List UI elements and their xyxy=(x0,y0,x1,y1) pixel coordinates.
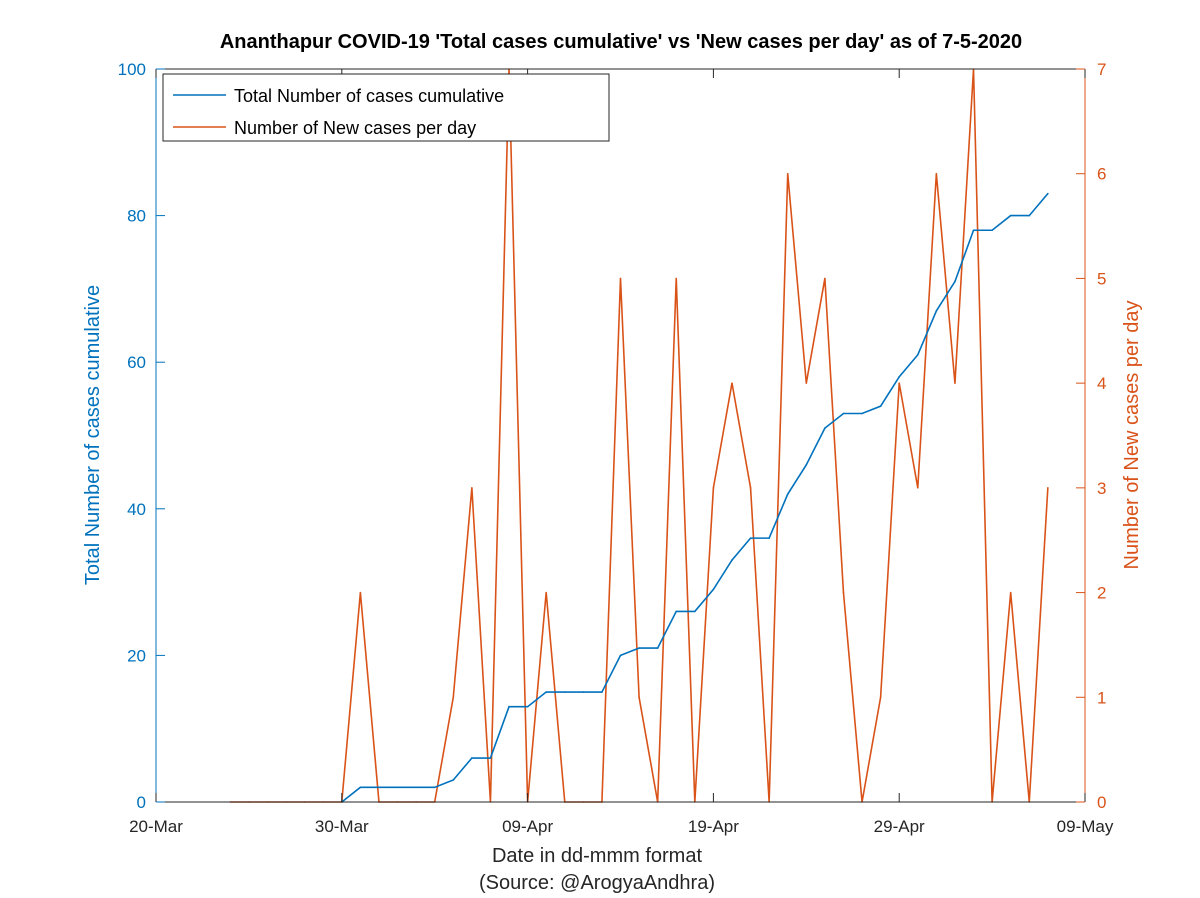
data-point-total xyxy=(619,654,622,657)
data-point-total xyxy=(415,786,417,789)
x-tick-label: 29-Apr xyxy=(874,817,925,836)
data-point-total xyxy=(786,493,789,495)
data-point-total xyxy=(694,610,696,613)
y-right-tick-label: 1 xyxy=(1097,688,1106,707)
y-left-tick-label: 80 xyxy=(127,207,146,226)
data-point-new xyxy=(749,487,752,489)
y-axis-right-label: Number of New cases per day xyxy=(1121,300,1143,569)
legend: Total Number of cases cumulative Number … xyxy=(162,73,610,142)
data-point-new xyxy=(619,277,622,280)
data-point-new xyxy=(805,382,808,384)
y-right-tick-label: 3 xyxy=(1097,479,1106,498)
data-point-total xyxy=(656,647,659,649)
data-point-total xyxy=(601,691,603,693)
x-axis-source: (Source: @ArogyaAndhra) xyxy=(479,872,715,894)
y-right-tick-label: 5 xyxy=(1097,269,1106,288)
x-tick-label: 30-Mar xyxy=(315,817,369,836)
data-point-total xyxy=(712,588,715,591)
legend-box xyxy=(162,73,610,142)
data-point-total xyxy=(991,229,993,232)
data-point-total xyxy=(545,691,547,693)
data-point-new xyxy=(359,591,362,594)
data-point-new xyxy=(916,487,919,489)
data-point-total xyxy=(471,757,473,759)
data-point-total xyxy=(638,647,640,649)
data-point-new xyxy=(842,591,845,594)
data-point-total xyxy=(433,786,436,789)
data-point-total xyxy=(805,464,808,466)
data-point-new xyxy=(1009,591,1012,594)
data-point-total xyxy=(749,537,752,539)
x-tick-label: 09-May xyxy=(1057,817,1114,836)
y-left-tick-label: 40 xyxy=(127,500,146,519)
axes-layer xyxy=(155,68,1086,803)
data-point-new xyxy=(786,172,789,175)
data-point-total xyxy=(508,705,510,708)
y-axis-left-label: Total Number of cases cumulative xyxy=(82,285,104,585)
data-point-new xyxy=(712,487,715,489)
y-right-tick-label: 0 xyxy=(1097,793,1106,812)
data-point-new xyxy=(879,696,882,699)
data-point-total xyxy=(396,786,399,789)
y-right-tick-label: 7 xyxy=(1097,60,1106,79)
data-point-total xyxy=(489,757,492,759)
data-point-new xyxy=(898,382,900,384)
data-point-total xyxy=(563,691,566,693)
data-point-new xyxy=(935,172,938,175)
data-point-new xyxy=(954,382,956,384)
data-point-new xyxy=(471,487,473,489)
data-point-total xyxy=(675,610,678,613)
y-left-tick-label: 0 xyxy=(137,793,146,812)
data-point-total xyxy=(1028,214,1031,217)
data-point-total xyxy=(526,705,529,708)
y-right-tick-label: 6 xyxy=(1097,165,1106,184)
data-point-new xyxy=(1047,487,1049,489)
data-point-new xyxy=(452,696,455,699)
data-point-total xyxy=(879,405,882,407)
data-point-total xyxy=(861,412,863,415)
y-left-tick-label: 100 xyxy=(118,60,146,79)
data-point-total xyxy=(954,280,956,283)
data-point-total xyxy=(359,786,362,789)
data-point-total xyxy=(582,691,585,693)
data-point-new xyxy=(545,591,547,594)
data-point-total xyxy=(824,427,826,429)
x-tick-label: 19-Apr xyxy=(688,817,739,836)
y-right-tick-label: 4 xyxy=(1097,374,1106,393)
ticks-layer: 20-Mar 30-Mar 09-Apr 19-Apr 29-Apr 09-May0204… xyxy=(118,60,1114,836)
y-left-tick-label: 60 xyxy=(127,353,146,372)
data-point-total xyxy=(898,376,900,378)
data-point-new xyxy=(824,277,826,280)
data-point-total xyxy=(842,412,845,415)
x-tick-label: 20-Mar xyxy=(129,817,183,836)
data-point-total xyxy=(378,786,380,789)
x-tick-label: 09-Apr xyxy=(502,817,553,836)
y-right-tick-label: 2 xyxy=(1097,584,1106,603)
data-point-new xyxy=(731,382,733,384)
legend-label-new: Number of New cases per day xyxy=(234,118,476,138)
legend-label-total: Total Number of cases cumulative xyxy=(234,86,504,106)
chart-title: Ananthapur COVID-19 'Total cases cumulat… xyxy=(220,31,1022,53)
data-point-total xyxy=(452,779,455,781)
data-point-total xyxy=(916,354,919,356)
data-point-new xyxy=(675,277,678,280)
x-axis-label: Date in dd-mmm format xyxy=(492,845,702,867)
data-point-total xyxy=(935,310,938,312)
data-point-total xyxy=(768,537,770,539)
y-left-tick-label: 20 xyxy=(127,646,146,665)
data-point-total xyxy=(731,559,733,561)
data-point-total xyxy=(1047,192,1049,195)
data-point-new xyxy=(638,696,640,699)
data-point-total xyxy=(972,229,975,232)
data-point-total xyxy=(1009,214,1012,217)
